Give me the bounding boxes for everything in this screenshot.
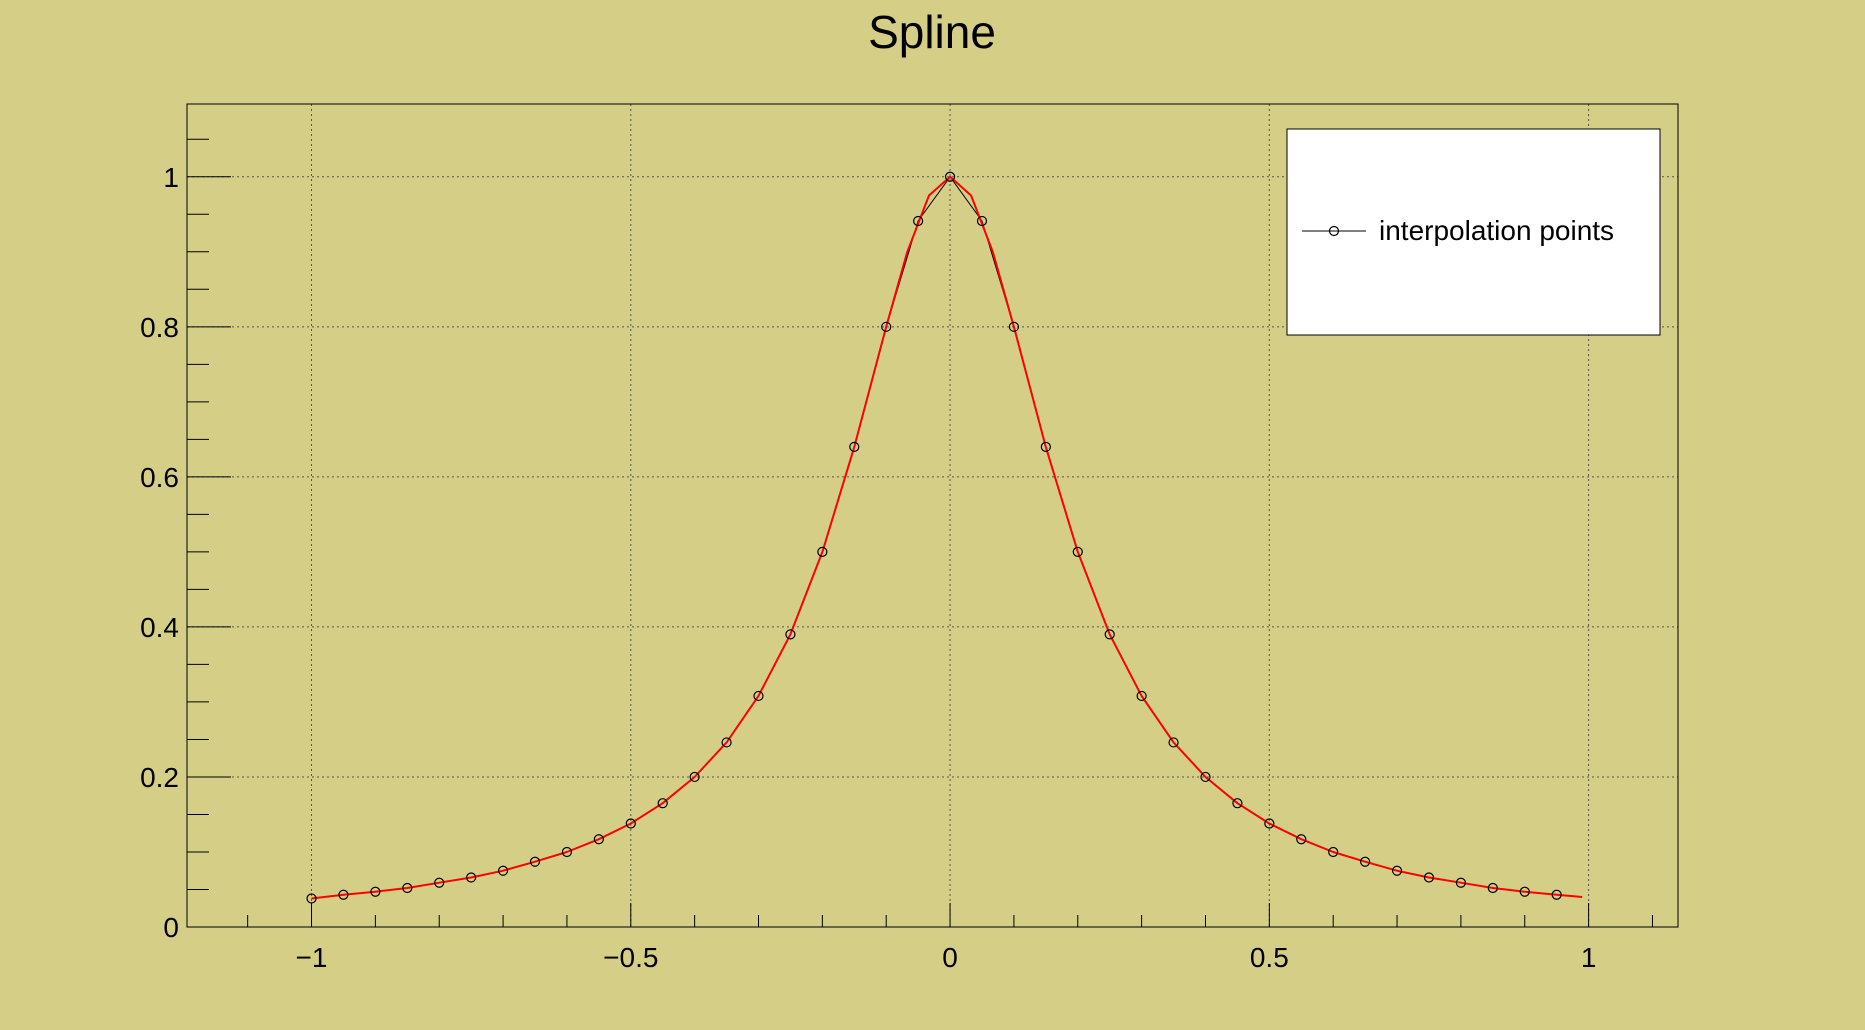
y-tick-label: 0.6 <box>140 462 179 493</box>
data-point-marker <box>402 882 413 894</box>
data-point-marker <box>338 889 349 900</box>
data-point-marker <box>1264 818 1275 829</box>
data-point-marker <box>881 321 892 332</box>
data-point-marker <box>1391 865 1403 876</box>
x-tick-label: 0.5 <box>1250 942 1289 973</box>
x-tick-label: −0.5 <box>603 942 658 973</box>
data-point-marker <box>1519 886 1530 897</box>
x-tick-label: −1 <box>296 942 328 973</box>
legend-label: interpolation points <box>1379 215 1614 246</box>
data-point-marker <box>721 737 732 748</box>
y-tick-label: 0.4 <box>140 612 179 643</box>
plot-frame <box>186 103 1679 928</box>
y-tick-label: 1 <box>163 162 179 193</box>
data-point-marker <box>1040 441 1051 452</box>
data-point-marker <box>1072 546 1083 557</box>
data-point-marker <box>1423 872 1435 883</box>
data-point-marker <box>370 886 381 897</box>
data-point-marker <box>1200 771 1211 783</box>
data-point-marker <box>817 546 828 557</box>
data-point-marker <box>529 856 541 867</box>
data-point-marker <box>1168 737 1179 748</box>
data-point-marker <box>1328 846 1339 858</box>
legend-box <box>1286 128 1661 336</box>
y-tick-label: 0 <box>163 912 179 943</box>
data-point-marker <box>1296 834 1307 845</box>
data-point-marker <box>306 893 317 904</box>
legend: interpolation points <box>1286 128 1661 336</box>
spline-curve <box>311 175 1583 900</box>
data-point-marker <box>625 818 636 829</box>
legend-marker-sample <box>1328 225 1340 237</box>
data-point-marker <box>497 865 509 876</box>
data-point-marker <box>657 798 668 809</box>
y-tick-label: 0.2 <box>140 762 179 793</box>
data-point-marker <box>753 690 764 702</box>
data-point-marker <box>785 629 796 640</box>
data-point-marker <box>434 877 445 888</box>
data-point-marker <box>913 215 924 227</box>
data-point-marker <box>689 771 700 783</box>
data-point-marker <box>1008 321 1020 332</box>
x-tick-label: 1 <box>1581 942 1597 973</box>
data-point-marker <box>1104 629 1115 640</box>
data-point-marker <box>1551 889 1562 900</box>
data-point-marker <box>561 846 573 858</box>
data-point-marker <box>466 872 477 883</box>
data-point-marker <box>1360 856 1371 867</box>
data-point-marker <box>944 171 956 182</box>
data-point-marker <box>593 834 604 845</box>
tick-labels: −1 −0.5 0 0.5 1 0 0.2 0.4 0.6 0.8 1 <box>140 162 1596 973</box>
data-point-marker <box>1487 882 1498 894</box>
data-point-marker <box>976 215 988 227</box>
y-tick-label: 0.8 <box>140 312 179 343</box>
data-point-marker <box>1232 798 1243 809</box>
data-point-marker <box>849 441 860 452</box>
data-point-marker <box>1136 690 1147 702</box>
chart-title: Spline <box>868 6 996 58</box>
series-layer <box>306 171 1583 904</box>
data-point-marker <box>1455 877 1466 888</box>
x-tick-label: 0 <box>942 942 958 973</box>
